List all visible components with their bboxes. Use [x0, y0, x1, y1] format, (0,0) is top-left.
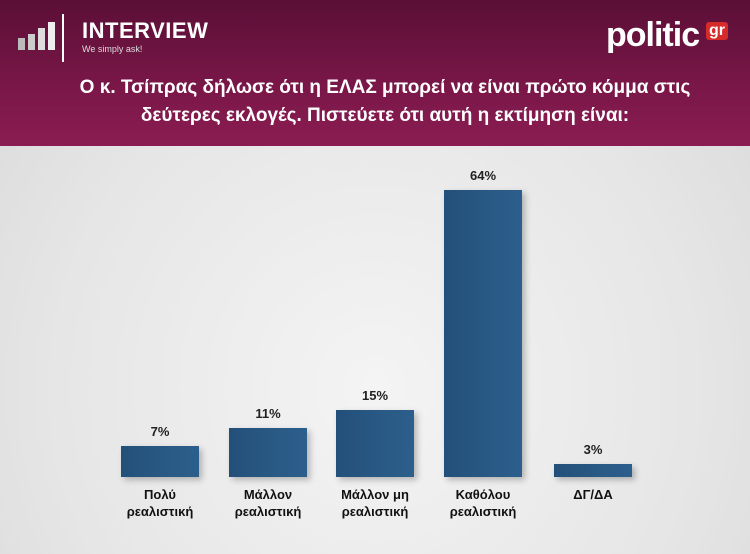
bar — [444, 190, 522, 477]
logo-icon — [18, 14, 64, 62]
x-tick-label: ΔΓ/ΔΑ — [573, 487, 613, 502]
value-label: 64% — [469, 168, 497, 184]
bar — [554, 463, 632, 477]
chart-title: Ο κ. Τσίπρας δήλωσε ότι η ΕΛΑΣ μπορεί να… — [79, 77, 691, 126]
bar — [229, 427, 307, 477]
tagline: We simply ask! — [82, 44, 143, 54]
value-label: 11% — [255, 405, 281, 421]
logo-suffix: gr — [706, 22, 728, 40]
header: INTERVIEW We simply ask! politic gr Ο κ.… — [0, 0, 750, 146]
value-label: 15% — [361, 387, 389, 403]
logo: politic — [606, 16, 700, 54]
x-tick-label: Μάλλον ρεαλιστική — [234, 487, 302, 519]
x-tick-label: Μάλλον μη ρεαλιστική — [341, 487, 409, 519]
x-tick-label: Καθόλου ρεαλιστική — [449, 487, 517, 519]
bar — [121, 445, 199, 477]
brand: INTERVIEW — [82, 18, 209, 43]
value-label: 3% — [583, 441, 603, 457]
x-tick-label: Πολύ ρεαλιστική — [126, 487, 194, 519]
bar — [336, 409, 414, 477]
value-label: 7% — [150, 423, 170, 439]
